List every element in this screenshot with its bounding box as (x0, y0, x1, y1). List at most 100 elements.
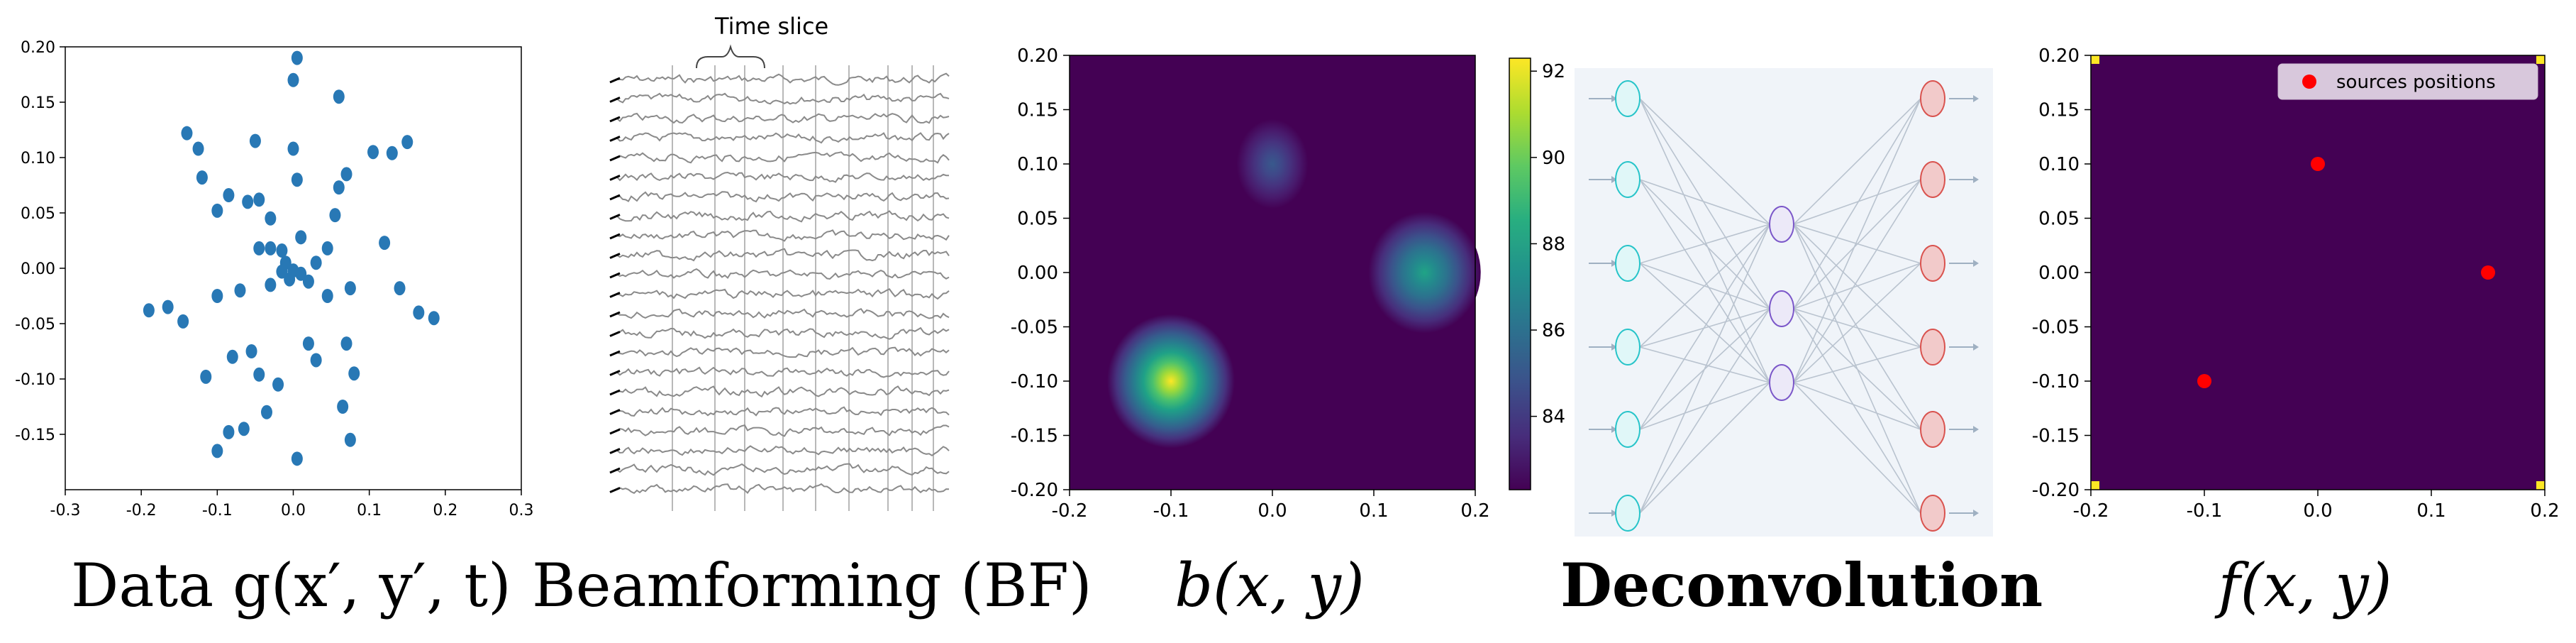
heatmap-blob (1368, 211, 1481, 334)
scatter-point (333, 89, 345, 104)
colorbar-tick-label: 88 (1542, 233, 1565, 255)
scatter-point (211, 444, 223, 458)
waveform-trace (616, 366, 950, 378)
scatter-point (265, 211, 277, 226)
output-arrow-head (1973, 176, 1979, 183)
waveform-trace (616, 424, 950, 437)
connection (1639, 179, 1770, 383)
waveform-trace (616, 307, 950, 319)
trace-start-mark (609, 214, 621, 220)
connection (1793, 346, 1921, 383)
trace-start-mark (609, 409, 621, 415)
scatter-point (321, 241, 333, 255)
x-tick-label: 0.2 (433, 502, 457, 520)
scatter-point (344, 281, 356, 296)
time-slice-bracket (696, 44, 765, 69)
y-tick-label: 0.15 (2038, 100, 2080, 121)
scatter-point (302, 336, 314, 351)
output-node (1920, 161, 1945, 198)
corner-pixel (2536, 481, 2545, 490)
waveform-trace (616, 445, 950, 456)
trace-start-mark (609, 350, 621, 357)
waveform-trace (616, 385, 950, 398)
source-map-panel: -0.2 -0.1 0.0 0.1 0.2 0.20 0.15 0.10 0.05 0.00 -0.… (2000, 0, 2576, 539)
scatter-point (291, 451, 303, 466)
waveform-traces: Time slice (609, 13, 950, 511)
waveform-trace (616, 210, 950, 223)
connection (1639, 382, 1770, 514)
waveform-trace (616, 92, 950, 105)
legend-marker (2302, 75, 2316, 89)
connection (1793, 98, 1921, 309)
y-tick-label: 0.20 (2038, 45, 2080, 67)
x-tick-label: -0.1 (2187, 500, 2223, 522)
x-tick-label: -0.2 (2073, 500, 2109, 522)
trace-start-mark (609, 77, 621, 84)
scatter-point (177, 314, 189, 329)
connection (1639, 224, 1770, 348)
connection (1793, 308, 1921, 430)
y-tick-label: 0.10 (1017, 154, 1058, 175)
scatter-point (162, 299, 174, 314)
waveform-trace (616, 191, 950, 203)
trace-start-mark (609, 292, 621, 298)
trace-start-mark (609, 175, 621, 181)
trace-start-mark (609, 487, 621, 493)
trace-start-mark (609, 428, 621, 435)
y-tick-label: -0.10 (1011, 371, 1058, 392)
waveform-trace (616, 483, 950, 495)
scatter-point (260, 405, 272, 419)
y-tick-label: 0.05 (1017, 209, 1058, 230)
y-tick-label: 0.05 (2038, 209, 2080, 230)
corner-pixel (2091, 55, 2099, 64)
scatter-point (302, 274, 314, 289)
scatter-point (249, 133, 261, 148)
connection (1793, 382, 1921, 430)
microphone-array-scatter-chart: -0.3 -0.2 -0.1 0.0 0.1 0.2 0.3 0.20 0.15 0.10 0.05… (15, 39, 533, 520)
connection (1793, 179, 1921, 309)
y-tick-label: 0.10 (21, 150, 55, 167)
y-tick-label: 0.10 (2038, 154, 2080, 175)
trace-start-mark (609, 448, 621, 454)
scatter-point (211, 289, 223, 303)
output-node (1920, 80, 1945, 117)
trace-start-mark (609, 370, 621, 376)
connection (1639, 98, 1770, 225)
x-tick-label: -0.2 (126, 502, 157, 520)
scatter-point (291, 50, 303, 65)
scatter-point (287, 141, 299, 156)
deconvolution-network-panel (1575, 0, 2000, 539)
corner-pixel (2536, 55, 2545, 64)
y-tick-label: 0.00 (1017, 263, 1058, 284)
scatter-point (340, 167, 352, 182)
connection (1793, 382, 1921, 514)
waveform-trace (616, 151, 950, 164)
colorbar-tick-label: 84 (1542, 407, 1565, 428)
heatmap-blob (1236, 119, 1309, 209)
input-node (1615, 495, 1640, 532)
scatter-point (265, 241, 277, 255)
y-tick-label: 0.00 (21, 260, 55, 278)
input-node (1615, 161, 1640, 198)
output-node (1920, 495, 1945, 532)
scatter-point (295, 266, 307, 281)
waveform-trace (616, 132, 950, 144)
connection (1639, 179, 1770, 225)
scatter-point (245, 344, 257, 358)
y-tick-label: -0.15 (2032, 426, 2080, 447)
corner-pixel (2091, 481, 2099, 490)
time-slice-label: Time slice (714, 13, 828, 40)
output-node (1920, 411, 1945, 448)
scatter-point (200, 369, 212, 384)
trace-start-mark (609, 155, 621, 162)
legend-label: sources positions (2336, 72, 2496, 93)
output-arrow-head (1973, 510, 1979, 517)
caption-f-xy: f(x, y) (2218, 551, 2392, 620)
y-tick-label: -0.15 (15, 427, 55, 444)
trace-start-mark (609, 136, 621, 142)
scatter-point (401, 135, 413, 150)
caption-b-xy: b(x, y) (1175, 551, 1365, 620)
scatter-point (181, 126, 193, 141)
y-tick-label: -0.20 (2032, 480, 2080, 501)
waveform-trace (616, 229, 950, 242)
